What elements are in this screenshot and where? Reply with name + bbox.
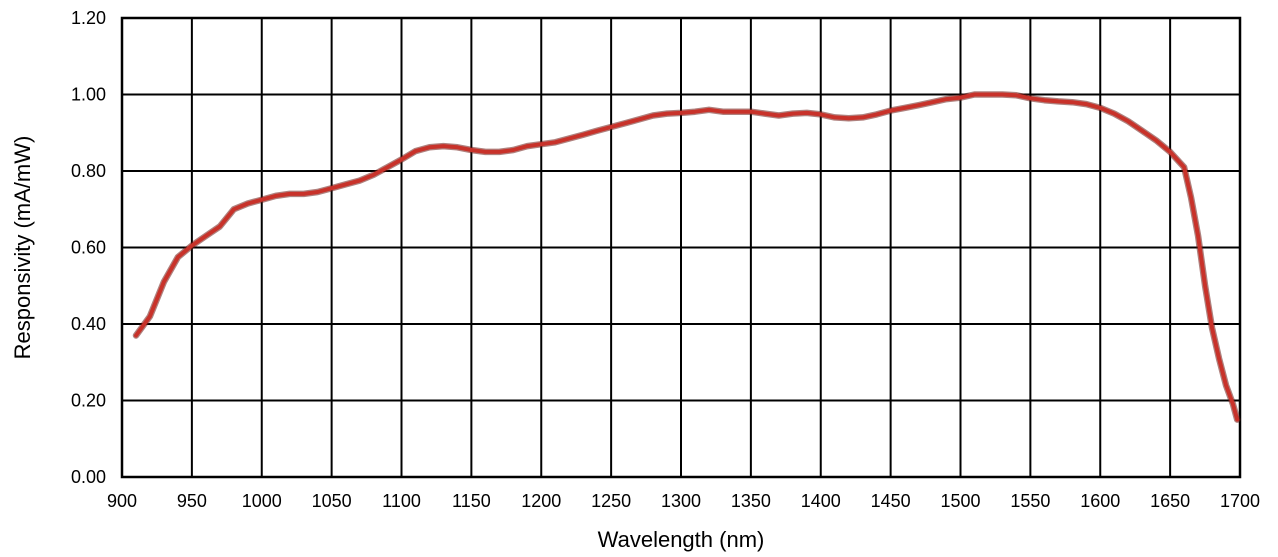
x-tick-label: 1650	[1150, 491, 1190, 511]
series-layer	[132, 91, 1241, 423]
series-line-shadow	[132, 91, 1241, 423]
y-tick-label: 1.00	[71, 85, 106, 105]
y-axis-label: Responsivity (mA/mW)	[10, 136, 35, 360]
x-tick-label: 1600	[1080, 491, 1120, 511]
x-tick-label: 900	[107, 491, 137, 511]
x-tick-label: 1150	[452, 491, 491, 511]
x-tick-label: 1200	[521, 491, 561, 511]
x-tick-label: 1400	[801, 491, 841, 511]
y-tick-label: 0.40	[71, 314, 106, 334]
chart-grid	[121, 17, 1241, 478]
y-tick-label: 1.20	[71, 8, 106, 28]
x-tick-label: 1300	[661, 491, 701, 511]
x-tick-label: 1450	[871, 491, 911, 511]
x-tick-label: 1250	[591, 491, 631, 511]
x-tick-label: 1350	[731, 491, 771, 511]
x-tick-label: 1500	[940, 491, 980, 511]
series-line	[134, 92, 1240, 422]
x-tick-label: 1550	[1010, 491, 1050, 511]
x-tick-label: 950	[177, 491, 207, 511]
y-tick-label: 0.20	[71, 391, 106, 411]
x-axis-label: Wavelength (nm)	[598, 527, 765, 552]
x-tick-label: 1000	[242, 491, 282, 511]
y-axis-ticks: 0.00 0.20 0.40 0.60 0.80 1.00 1.20	[71, 8, 106, 487]
y-tick-label: 0.80	[71, 161, 106, 181]
x-tick-label: 1100	[382, 491, 421, 511]
plot-area-frame	[120, 16, 1242, 479]
x-tick-label: 1700	[1220, 491, 1260, 511]
x-axis-ticks: 900 950 1000 1050 1100 1150 1200 1250 1300 1350 14…	[107, 491, 1260, 511]
y-tick-label: 0.00	[71, 467, 106, 487]
y-tick-label: 0.60	[71, 238, 106, 258]
x-tick-label: 1050	[312, 491, 352, 511]
